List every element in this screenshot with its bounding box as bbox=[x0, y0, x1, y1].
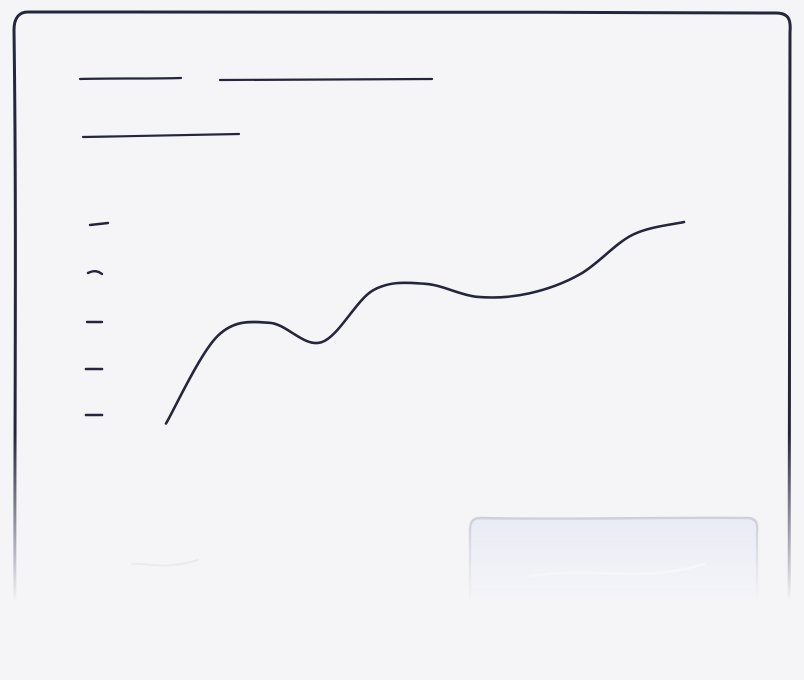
action-panel-placeholder[interactable] bbox=[468, 516, 759, 678]
panel-label-scribble bbox=[528, 562, 706, 578]
card-frame bbox=[12, 10, 792, 678]
y-tick-mark bbox=[88, 221, 110, 227]
caption-placeholder-scribble bbox=[131, 559, 199, 567]
series-line bbox=[164, 220, 686, 425]
title-placeholder-line bbox=[218, 77, 434, 82]
title-placeholder-line bbox=[78, 76, 183, 81]
subtitle-placeholder-line bbox=[81, 132, 241, 139]
chart-title bbox=[0, 0, 1, 1]
y-tick-mark bbox=[86, 270, 104, 276]
